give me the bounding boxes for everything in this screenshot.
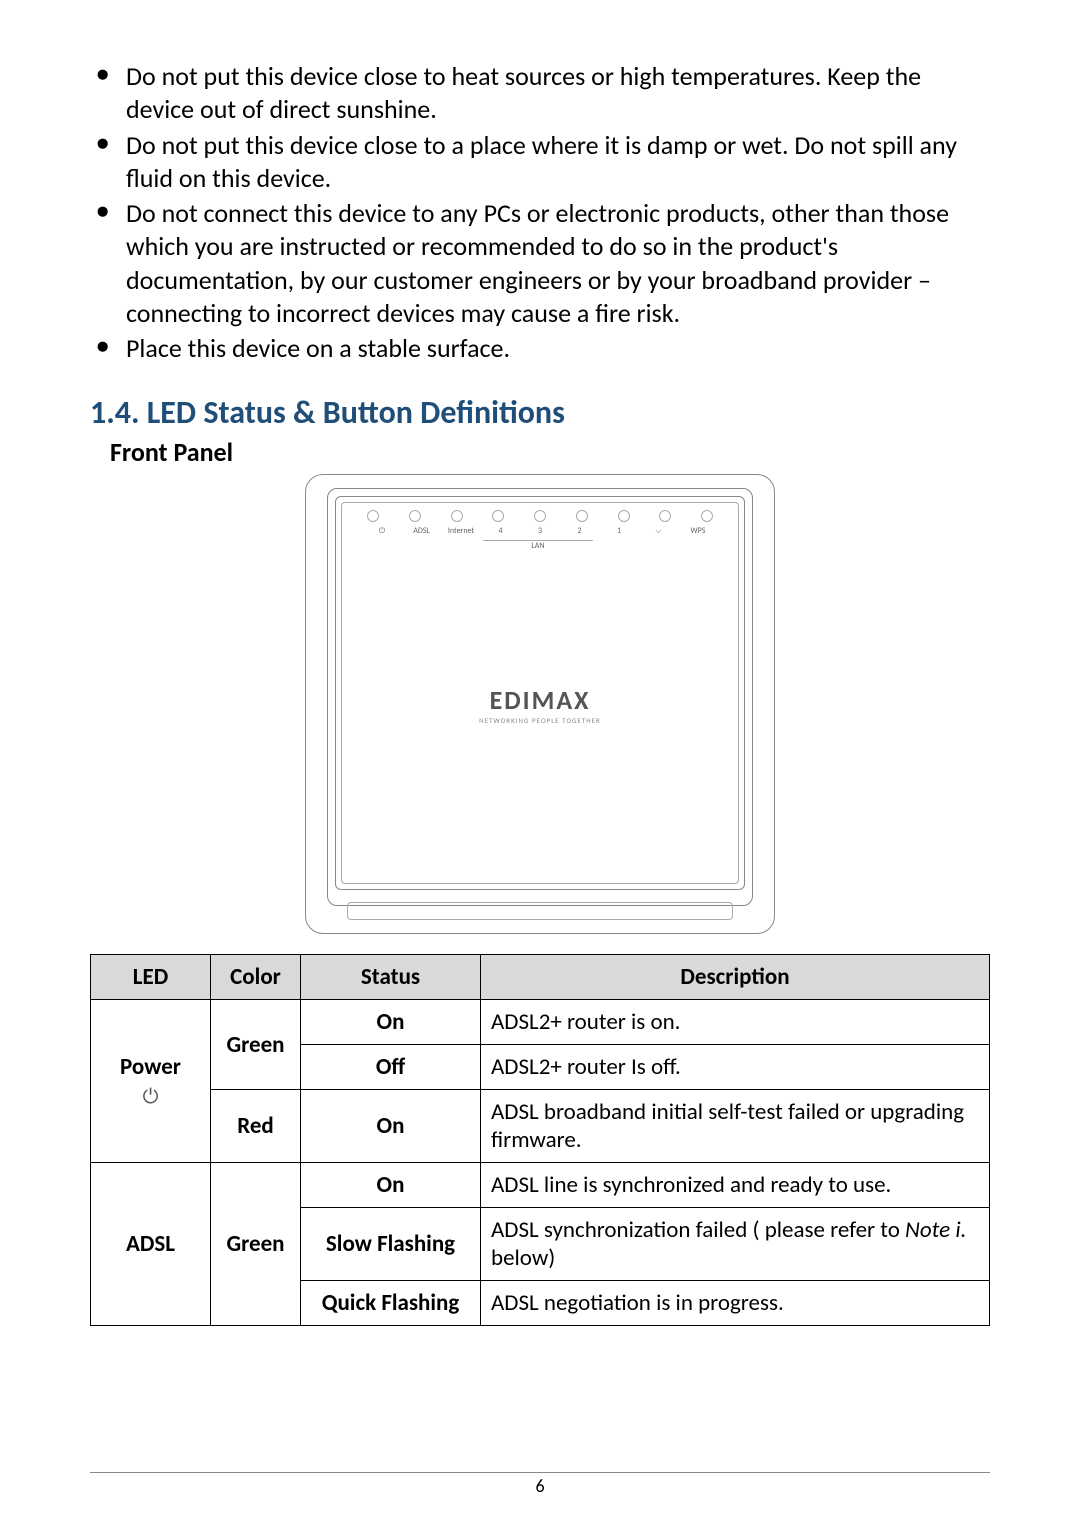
- header-description: Description: [481, 955, 990, 1000]
- brand-name: EDIMAX: [305, 684, 775, 716]
- brand-logo: EDIMAX NETWORKING PEOPLE TOGETHER: [305, 684, 775, 725]
- led-dot: [451, 510, 463, 522]
- bullet-item: Do not put this device close to a place …: [90, 129, 990, 196]
- bullet-item: Place this device on a stable surface.: [90, 332, 990, 365]
- safety-bullet-list: Do not put this device close to heat sou…: [90, 60, 990, 365]
- led-dot: [492, 510, 504, 522]
- cell-power-label: Power ⏻: [91, 1000, 211, 1163]
- note-ref: Note i.: [905, 1216, 966, 1244]
- internet-label: Internet: [446, 526, 476, 536]
- brand-tagline: NETWORKING PEOPLE TOGETHER: [305, 716, 775, 725]
- front-panel-label: Front Panel: [110, 436, 990, 468]
- bullet-item: Do not connect this device to any PCs or…: [90, 197, 990, 330]
- header-status: Status: [301, 955, 481, 1000]
- header-color: Color: [211, 955, 301, 1000]
- cell-status-on: On: [301, 1000, 481, 1045]
- header-led: LED: [91, 955, 211, 1000]
- lan3-label: 3: [525, 526, 555, 536]
- led-dot: [659, 510, 671, 522]
- adsl-label: ADSL: [407, 526, 437, 536]
- power-icon: ⏻: [367, 526, 397, 536]
- desc-text: below): [491, 1244, 555, 1272]
- cell-desc: ADSL2+ router Is off.: [481, 1045, 990, 1090]
- table-row: ADSL Green On ADSL line is synchronized …: [91, 1163, 990, 1208]
- cell-color-green: Green: [211, 1163, 301, 1326]
- cell-color-red: Red: [211, 1090, 301, 1163]
- led-dot: [367, 510, 379, 522]
- page-footer: 6: [90, 1472, 990, 1497]
- cell-desc: ADSL negotiation is in progress.: [481, 1281, 990, 1326]
- cell-status-on: On: [301, 1090, 481, 1163]
- led-dot: [576, 510, 588, 522]
- power-icon: ⏻: [101, 1085, 200, 1109]
- table-row: Red On ADSL broadband initial self-test …: [91, 1090, 990, 1163]
- wps-label: WPS: [683, 526, 713, 536]
- table-header-row: LED Color Status Description: [91, 955, 990, 1000]
- cell-desc: ADSL line is synchronized and ready to u…: [481, 1163, 990, 1208]
- page-number: 6: [535, 1475, 544, 1497]
- lan2-label: 2: [565, 526, 595, 536]
- led-dot: [534, 510, 546, 522]
- wifi-icon: ⌵: [644, 526, 674, 536]
- cell-status-slow: Slow Flashing: [301, 1208, 481, 1281]
- cell-desc: ADSL synchronization failed ( please ref…: [481, 1208, 990, 1281]
- led-dot: [701, 510, 713, 522]
- led-label-row: ⏻ ADSL Internet 4 3 2 1 ⌵ WPS: [367, 526, 713, 536]
- cell-desc: ADSL2+ router is on.: [481, 1000, 990, 1045]
- cell-status-on: On: [301, 1163, 481, 1208]
- table-row: Power ⏻ Green On ADSL2+ router is on.: [91, 1000, 990, 1045]
- cell-color-green: Green: [211, 1000, 301, 1090]
- power-text: Power: [120, 1053, 181, 1081]
- device-diagram: ⏻ ADSL Internet 4 3 2 1 ⌵ WPS LAN EDIMAX…: [305, 474, 775, 934]
- led-dot: [618, 510, 630, 522]
- cell-status-off: Off: [301, 1045, 481, 1090]
- lan1-label: 1: [604, 526, 634, 536]
- section-heading: 1.4. LED Status & Button Definitions: [90, 393, 990, 432]
- cell-desc: ADSL broadband initial self-test failed …: [481, 1090, 990, 1163]
- lan-bracket-label: LAN: [483, 540, 593, 551]
- lan4-label: 4: [486, 526, 516, 536]
- led-dot: [409, 510, 421, 522]
- cell-adsl-label: ADSL: [91, 1163, 211, 1326]
- desc-text: ADSL synchronization failed ( please ref…: [491, 1216, 905, 1244]
- led-status-table: LED Color Status Description Power ⏻ Gre…: [90, 954, 990, 1326]
- cell-status-quick: Quick Flashing: [301, 1281, 481, 1326]
- bullet-item: Do not put this device close to heat sou…: [90, 60, 990, 127]
